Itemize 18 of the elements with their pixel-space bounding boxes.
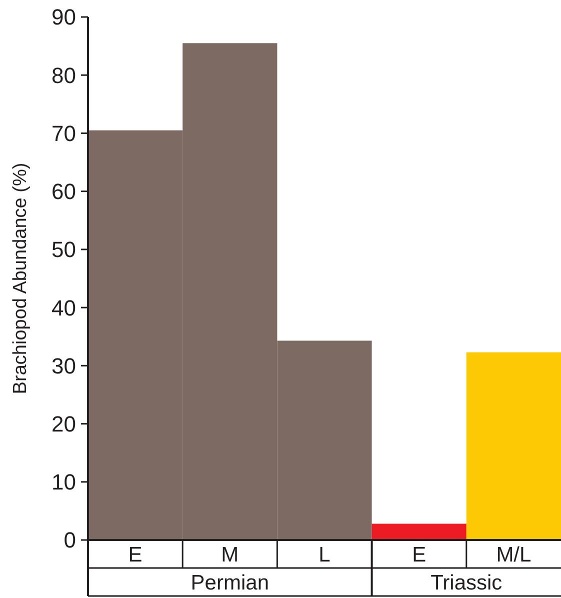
x-tick-label: M xyxy=(221,543,239,566)
text: Triassic xyxy=(430,571,502,594)
y-tick-label: 50 xyxy=(52,237,76,262)
y-axis-title: Brachiopod Abundance (%) xyxy=(10,162,31,394)
y-tick-label: 70 xyxy=(52,120,76,146)
y-tick-label: 40 xyxy=(52,295,76,320)
y-tick-label: 0 xyxy=(64,528,76,553)
y-tick-label: 30 xyxy=(52,353,76,378)
y-tick-label: 90 xyxy=(52,4,76,30)
y-tick-label: 10 xyxy=(52,470,76,495)
x-tick-label: M/L xyxy=(496,543,532,566)
x-tick-label: L xyxy=(318,543,330,566)
x-tick-label: E xyxy=(412,543,426,566)
x-tick-label: E xyxy=(128,543,142,566)
y-tick-label: 60 xyxy=(52,179,76,204)
y-tick-label: 80 xyxy=(52,62,76,88)
text: Permian xyxy=(190,571,269,594)
y-tick-label: 20 xyxy=(52,411,76,436)
